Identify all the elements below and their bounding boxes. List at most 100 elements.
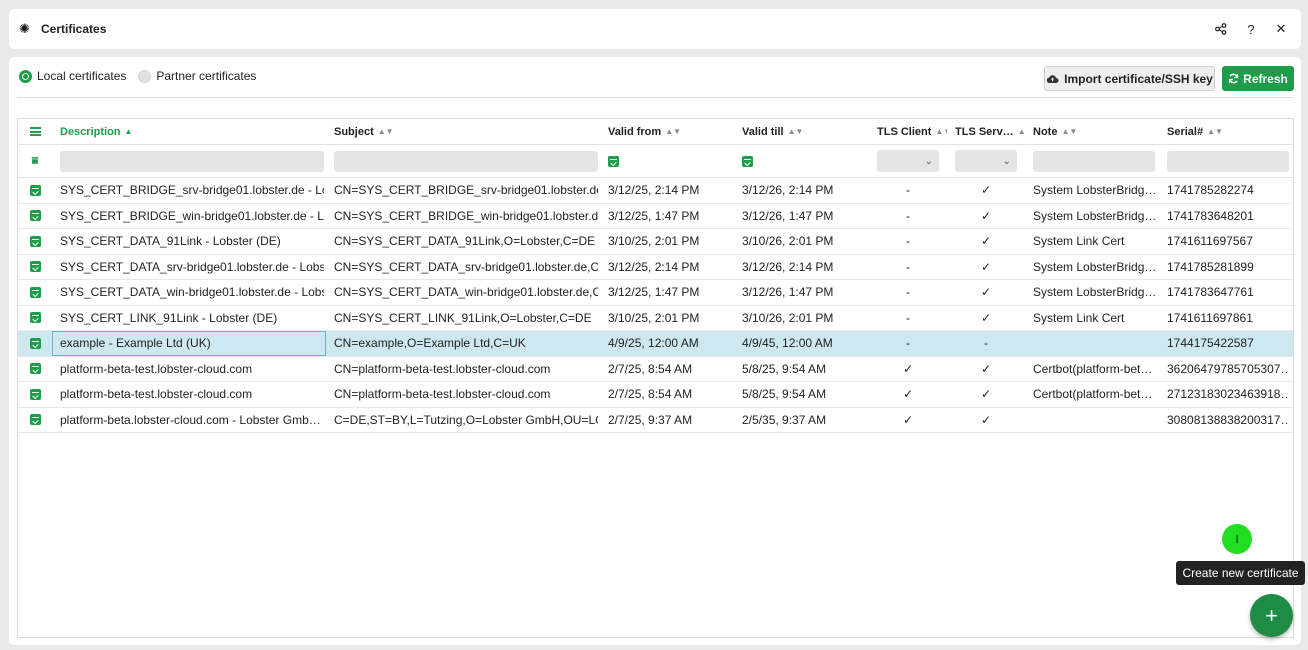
cell-note: Certbot(platform-bet…: [1033, 387, 1153, 402]
cell-description: SYS_CERT_DATA_srv-bridge01.lobster.de - …: [60, 259, 324, 274]
cell-valid-till: 3/10/26, 2:01 PM: [742, 310, 834, 325]
filter-note-input[interactable]: [1033, 150, 1155, 172]
filter-serial-input[interactable]: [1167, 150, 1289, 172]
cell-subject: CN=platform-beta-test.lobster-cloud.com: [334, 361, 551, 376]
table-row[interactable]: SYS_CERT_DATA_91Link - Lobster (DE) CN=SY…: [18, 229, 1293, 255]
table-row[interactable]: platform-beta-test.lobster-cloud.com CN=p…: [18, 382, 1293, 408]
cell-serial: 1741611697567: [1167, 234, 1253, 249]
gear-icon: ✺: [19, 21, 30, 36]
menu-icon: [29, 127, 41, 136]
cell-serial: 1741783647761: [1167, 285, 1254, 300]
row-status-cell: [18, 280, 52, 305]
calendar-icon[interactable]: [608, 155, 619, 167]
column-menu-button[interactable]: [18, 119, 52, 144]
row-status-cell: [18, 408, 52, 433]
column-header-valid-till[interactable]: Valid till ▲▼: [742, 125, 804, 138]
column-header-subject[interactable]: Subject ▲▼: [334, 125, 394, 138]
table-row[interactable]: SYS_CERT_BRIDGE_win-bridge01.lobster.de …: [18, 204, 1293, 229]
cell-note: System Link Cert: [1033, 310, 1125, 325]
cell-serial: 1741785281899: [1167, 259, 1254, 274]
cell-valid-till: 3/12/26, 2:14 PM: [742, 259, 834, 274]
cell-tls-server: ✓: [980, 310, 992, 325]
column-header-serial[interactable]: Serial# ▲▼: [1167, 125, 1223, 138]
window-title: Certificates: [41, 22, 107, 36]
sort-icon: ▲▼: [935, 127, 947, 136]
column-header-tls-client[interactable]: TLS Client▲▼: [877, 119, 947, 144]
cell-tls-client: ✓: [902, 361, 914, 376]
cell-description: SYS_CERT_BRIDGE_win-bridge01.lobster.de …: [60, 208, 324, 223]
table-row[interactable]: example - Example Ltd (UK) CN=example,O=E…: [18, 331, 1293, 357]
cell-serial: 1741785282274: [1167, 183, 1254, 198]
table-row[interactable]: SYS_CERT_BRIDGE_srv-bridge01.lobster.de …: [18, 178, 1293, 204]
cell-valid-from: 4/9/25, 12:00 AM: [608, 336, 699, 351]
cell-note: Certbot(platform-bet…: [1033, 361, 1153, 376]
cell-subject: CN=SYS_CERT_DATA_91Link,O=Lobster,C=DE: [334, 234, 596, 249]
cell-subject: CN=SYS_CERT_BRIDGE_srv-bridge01.lobster.…: [334, 183, 598, 198]
sort-icon: ▲▼: [665, 127, 682, 136]
row-status-cell: [18, 255, 52, 280]
filter-tls-server-select[interactable]: ⌄: [955, 150, 1017, 172]
chevron-down-icon: ⌄: [1002, 155, 1011, 167]
cell-valid-till: 3/12/26, 1:47 PM: [742, 208, 834, 223]
column-header-description[interactable]: Description ▲: [60, 125, 133, 138]
cell-tls-client: ✓: [902, 412, 914, 427]
column-header-valid-from[interactable]: Valid from ▲▼: [608, 125, 682, 138]
sort-icon: ▲▼: [377, 127, 394, 136]
table-row[interactable]: SYS_CERT_DATA_win-bridge01.lobster.de - …: [18, 280, 1293, 306]
filter-toggle-button[interactable]: ⩸: [18, 145, 52, 177]
cell-valid-from: 3/12/25, 2:14 PM: [608, 259, 700, 274]
close-icon[interactable]: ✕: [1275, 21, 1287, 36]
cell-tls-server: ✓: [980, 387, 992, 402]
cell-serial: 1741611697861: [1167, 310, 1253, 325]
calendar-check-icon: [29, 414, 41, 426]
create-certificate-button[interactable]: +: [1250, 594, 1293, 637]
cell-note: System LobsterBridg…: [1033, 259, 1155, 274]
cell-subject: CN=SYS_CERT_LINK_91Link,O=Lobster,C=DE: [334, 310, 592, 325]
table-row[interactable]: platform-beta-test.lobster-cloud.com CN=p…: [18, 357, 1293, 382]
calendar-check-icon: [29, 337, 41, 349]
table-row[interactable]: SYS_CERT_LINK_91Link - Lobster (DE) CN=SY…: [18, 306, 1293, 331]
cell-valid-from: 3/10/25, 2:01 PM: [608, 310, 700, 325]
cell-note: System LobsterBridg…: [1033, 208, 1155, 223]
toolbar-divider: [17, 97, 1294, 98]
cell-tls-client: -: [906, 234, 910, 249]
cell-subject: CN=SYS_CERT_BRIDGE_win-bridge01.lobster.…: [334, 208, 598, 223]
table-row[interactable]: platform-beta.lobster-cloud.com - Lobste…: [18, 408, 1293, 433]
help-icon[interactable]: ?: [1247, 21, 1255, 37]
cell-tls-server: -: [984, 336, 988, 351]
filter-subject-input[interactable]: [334, 150, 598, 172]
cell-valid-from: 2/7/25, 8:54 AM: [608, 387, 693, 402]
refresh-button-label: Refresh: [1243, 71, 1288, 86]
cell-description: platform-beta-test.lobster-cloud.com: [60, 387, 253, 402]
cell-tls-client: -: [906, 336, 910, 351]
cell-tls-client: -: [906, 285, 910, 300]
cell-subject: CN=example,O=Example Ltd,C=UK: [334, 336, 526, 351]
radio-partner-certificates[interactable]: Partner certificates: [138, 69, 256, 83]
share-icon[interactable]: [1213, 21, 1229, 37]
cell-note: System LobsterBridg…: [1033, 285, 1155, 300]
column-header-note[interactable]: Note ▲▼: [1033, 125, 1078, 138]
radio-local-certificates[interactable]: Local certificates: [19, 69, 126, 83]
calendar-icon[interactable]: [742, 155, 753, 167]
cell-tls-server: ✓: [980, 259, 992, 274]
cell-serial: 30808138838200317…: [1167, 412, 1289, 427]
cell-valid-from: 3/12/25, 1:47 PM: [608, 208, 700, 223]
table-row[interactable]: SYS_CERT_DATA_srv-bridge01.lobster.de - …: [18, 255, 1293, 280]
cell-tls-client: -: [906, 310, 910, 325]
sort-icon: ▲▼: [1061, 127, 1078, 136]
cell-valid-till: 2/5/35, 9:37 AM: [742, 412, 827, 427]
cell-description: SYS_CERT_DATA_91Link - Lobster (DE): [60, 234, 281, 249]
cell-tls-server: ✓: [980, 234, 992, 249]
column-header-tls-server[interactable]: TLS Serv…▲▼: [955, 119, 1025, 144]
cell-valid-from: 3/10/25, 2:01 PM: [608, 234, 700, 249]
filter-tls-client-select[interactable]: ⌄: [877, 150, 939, 172]
cell-tls-server: ✓: [980, 361, 992, 376]
cell-serial: 1744175422587: [1167, 336, 1254, 351]
refresh-button[interactable]: Refresh: [1222, 66, 1294, 91]
calendar-check-icon: [29, 363, 41, 375]
certificate-type-radios: Local certificates Partner certificates: [19, 69, 262, 83]
cell-valid-from: 2/7/25, 9:37 AM: [608, 412, 693, 427]
cell-subject: CN=SYS_CERT_DATA_srv-bridge01.lobster.de…: [334, 259, 598, 274]
import-certificate-button[interactable]: Import certificate/SSH key: [1044, 66, 1215, 91]
filter-description-input[interactable]: [60, 150, 324, 172]
